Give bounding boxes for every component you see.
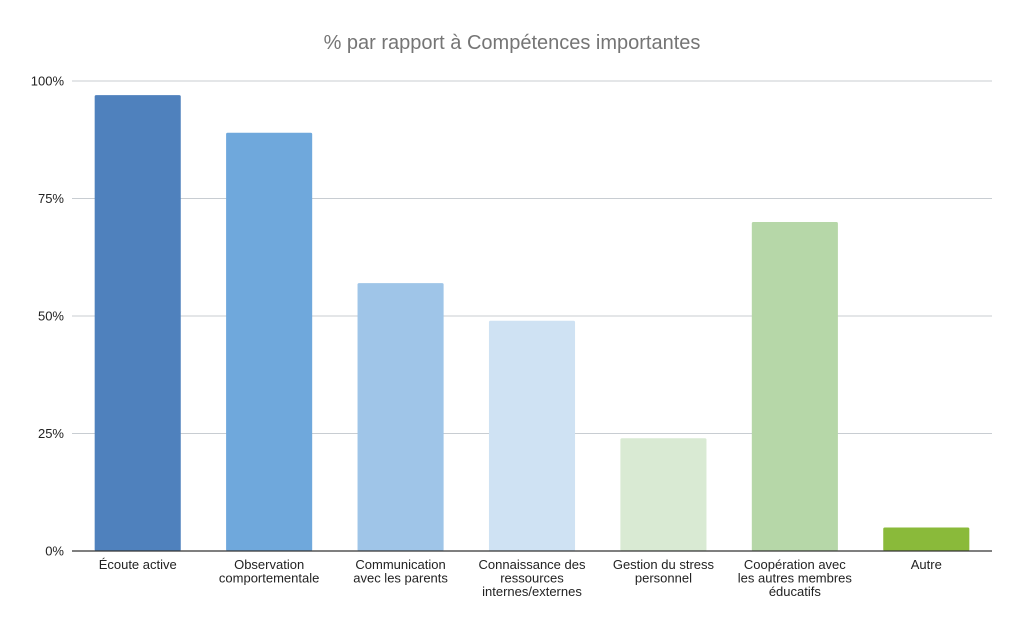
x-tick-label: Communication avec les parents [353, 557, 448, 586]
bar [94, 95, 181, 551]
y-tick-label: 0% [45, 544, 64, 559]
bar [883, 527, 970, 551]
x-tick-label: Écoute active [99, 557, 177, 572]
bar [751, 222, 838, 551]
x-tick-label: Connaissance des ressources internes/exter… [479, 557, 586, 599]
x-tick-label: Autre [911, 557, 942, 572]
y-axis-ticks: 0% 25% 50% 75% 100% [31, 74, 65, 559]
bar [226, 132, 313, 551]
y-tick-label: 75% [38, 191, 64, 206]
y-tick-label: 50% [38, 309, 64, 324]
x-tick-label: Coopération avec les autres membres éducat… [738, 557, 853, 599]
x-tick-label: Gestion du stress personnel [613, 557, 715, 586]
bar [488, 320, 576, 551]
bar [620, 438, 707, 551]
bars [94, 95, 970, 551]
x-axis-labels: Écoute active Observation comportementale C… [99, 557, 942, 599]
y-tick-label: 25% [38, 426, 64, 441]
chart-title: % par rapport à Compétences importantes [324, 32, 701, 54]
y-tick-label: 100% [31, 74, 65, 89]
bar [357, 283, 444, 551]
x-tick-label: Observation comportementale [219, 557, 319, 586]
